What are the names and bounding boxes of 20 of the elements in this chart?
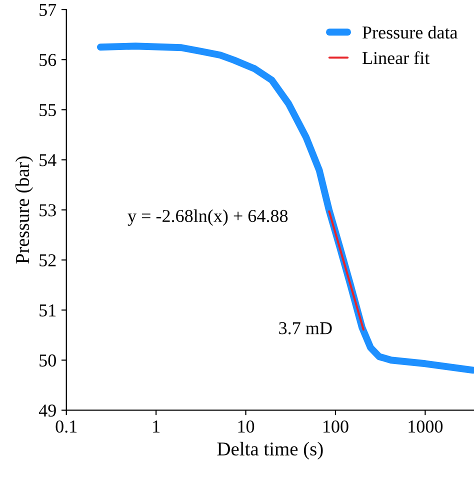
legend-label: Linear fit bbox=[362, 51, 430, 64]
annotation: 3.7 mD bbox=[279, 322, 332, 334]
annotation: y = -2.68ln(x) + 64.88 bbox=[128, 209, 288, 226]
y-tick-label: 49 bbox=[38, 404, 56, 417]
y-tick-label: 53 bbox=[40, 204, 56, 216]
x-axis-title: Delta time (s) bbox=[217, 442, 323, 460]
x-tick-label: 1 bbox=[153, 420, 160, 432]
y-tick-label: 57 bbox=[40, 4, 56, 16]
y-tick-label: 50 bbox=[40, 354, 56, 367]
y-axis-title: Pressure (bar) bbox=[15, 156, 34, 264]
y-tick-label: 52 bbox=[40, 254, 56, 266]
y-tick-label: 55 bbox=[40, 104, 56, 116]
x-tick-label: 1000 bbox=[408, 420, 443, 433]
x-tick-label: 0.1 bbox=[56, 420, 77, 433]
legend-label: Pressure data bbox=[362, 26, 458, 39]
x-tick-label: 10 bbox=[238, 420, 254, 433]
y-tick-label: 51 bbox=[40, 304, 56, 316]
x-tick-label: 100 bbox=[324, 420, 348, 433]
y-tick-label: 56 bbox=[40, 54, 56, 66]
y-tick-label: 54 bbox=[40, 154, 56, 166]
